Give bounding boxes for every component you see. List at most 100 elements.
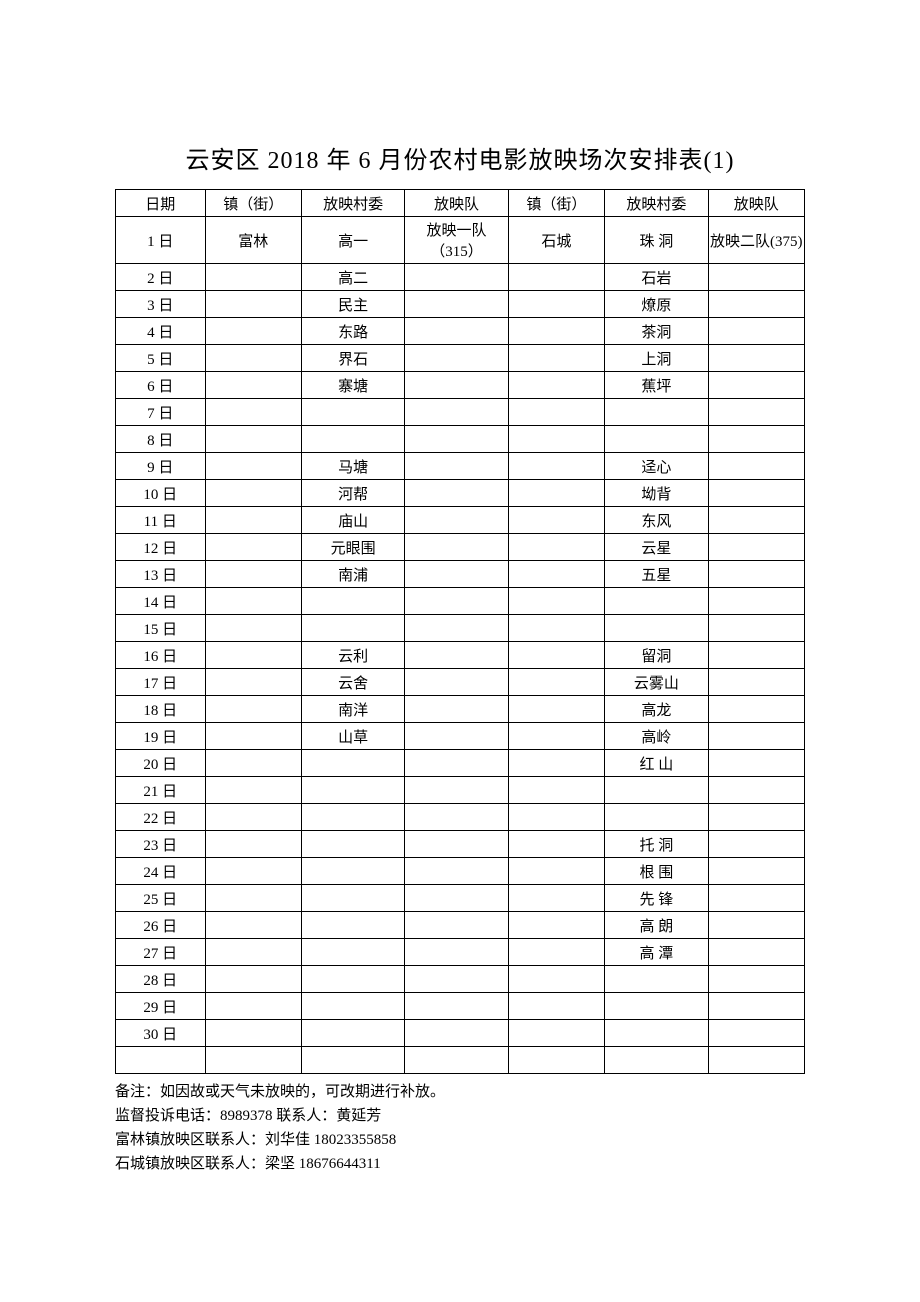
table-cell — [302, 750, 405, 777]
table-cell: 留洞 — [605, 642, 708, 669]
table-cell: 27 日 — [116, 939, 206, 966]
table-cell — [605, 615, 708, 642]
table-cell — [205, 318, 301, 345]
table-cell — [205, 831, 301, 858]
table-cell — [302, 426, 405, 453]
table-cell — [205, 966, 301, 993]
table-cell: 山草 — [302, 723, 405, 750]
table-cell — [205, 804, 301, 831]
table-cell: 东路 — [302, 318, 405, 345]
table-cell: 云利 — [302, 642, 405, 669]
table-row: 2 日高二石岩 — [116, 264, 805, 291]
table-cell — [405, 1020, 508, 1047]
table-cell: 富林 — [205, 217, 301, 264]
table-row: 21 日 — [116, 777, 805, 804]
note-line: 富林镇放映区联系人：刘华佳 18023355858 — [115, 1128, 805, 1152]
table-cell: 放映二队(375) — [708, 217, 805, 264]
table-cell: 石城 — [508, 217, 604, 264]
table-cell — [405, 345, 508, 372]
table-cell — [405, 372, 508, 399]
table-cell — [205, 993, 301, 1020]
table-cell — [205, 372, 301, 399]
table-cell — [708, 399, 805, 426]
table-cell — [508, 858, 604, 885]
table-row: 28 日 — [116, 966, 805, 993]
table-cell — [405, 264, 508, 291]
table-cell: 珠 洞 — [605, 217, 708, 264]
table-cell: 3 日 — [116, 291, 206, 318]
table-cell — [605, 993, 708, 1020]
table-row: 19 日山草高岭 — [116, 723, 805, 750]
table-cell — [508, 426, 604, 453]
note-line: 备注：如因故或天气未放映的，可改期进行补放。 — [115, 1080, 805, 1104]
table-cell — [508, 669, 604, 696]
table-cell — [708, 534, 805, 561]
table-cell — [405, 291, 508, 318]
table-cell: 南浦 — [302, 561, 405, 588]
table-cell — [508, 750, 604, 777]
table-cell — [508, 804, 604, 831]
table-cell: 26 日 — [116, 912, 206, 939]
table-cell — [205, 912, 301, 939]
table-cell — [405, 642, 508, 669]
table-cell: 20 日 — [116, 750, 206, 777]
table-cell — [605, 777, 708, 804]
table-cell — [508, 399, 604, 426]
table-cell — [708, 426, 805, 453]
table-cell — [508, 264, 604, 291]
table-row: 29 日 — [116, 993, 805, 1020]
table-cell — [605, 966, 708, 993]
table-row: 23 日托 洞 — [116, 831, 805, 858]
table-cell: 2 日 — [116, 264, 206, 291]
table-cell — [205, 453, 301, 480]
table-cell: 16 日 — [116, 642, 206, 669]
table-cell — [605, 399, 708, 426]
table-cell — [302, 1020, 405, 1047]
table-cell — [405, 966, 508, 993]
table-cell: 18 日 — [116, 696, 206, 723]
table-cell: 13 日 — [116, 561, 206, 588]
table-cell: 云星 — [605, 534, 708, 561]
table-cell — [302, 912, 405, 939]
table-cell: 19 日 — [116, 723, 206, 750]
table-cell — [708, 858, 805, 885]
column-header: 放映队 — [708, 190, 805, 217]
table-cell — [405, 750, 508, 777]
table-cell — [708, 291, 805, 318]
table-row: 10 日河帮坳背 — [116, 480, 805, 507]
table-cell — [205, 669, 301, 696]
table-body: 1 日富林高一放映一队（315）石城珠 洞放映二队(375)2 日高二石岩3 日… — [116, 217, 805, 1074]
table-cell — [508, 912, 604, 939]
table-cell — [205, 723, 301, 750]
table-cell — [508, 318, 604, 345]
table-cell: 28 日 — [116, 966, 206, 993]
column-header: 放映村委 — [302, 190, 405, 217]
table-cell — [708, 669, 805, 696]
table-cell — [205, 291, 301, 318]
table-cell — [708, 723, 805, 750]
table-cell — [405, 615, 508, 642]
table-cell — [508, 507, 604, 534]
table-cell — [508, 345, 604, 372]
table-cell — [405, 858, 508, 885]
table-cell — [205, 642, 301, 669]
table-cell — [708, 453, 805, 480]
table-cell — [302, 1047, 405, 1074]
table-cell: 放映一队（315） — [405, 217, 508, 264]
table-cell: 8 日 — [116, 426, 206, 453]
document-title: 云安区 2018 年 6 月份农村电影放映场次安排表(1) — [115, 140, 805, 175]
table-cell — [302, 885, 405, 912]
table-cell: 先 锋 — [605, 885, 708, 912]
table-cell — [302, 939, 405, 966]
table-cell — [302, 966, 405, 993]
table-cell — [708, 372, 805, 399]
table-cell: 1 日 — [116, 217, 206, 264]
table-row: 3 日民主燎原 — [116, 291, 805, 318]
table-cell — [708, 993, 805, 1020]
table-cell — [708, 507, 805, 534]
table-cell: 4 日 — [116, 318, 206, 345]
table-cell — [405, 507, 508, 534]
table-cell — [708, 912, 805, 939]
table-cell — [205, 534, 301, 561]
table-cell — [205, 399, 301, 426]
